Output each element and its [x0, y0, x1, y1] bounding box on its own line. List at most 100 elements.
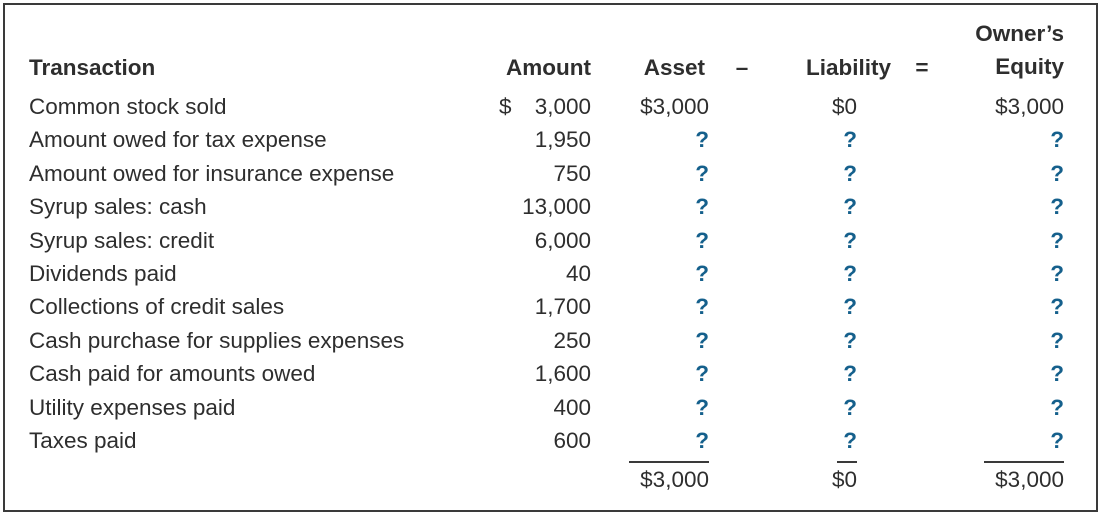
header-owners-equity: Owner’s Equity	[947, 17, 1097, 90]
liability-cell: ?	[767, 391, 897, 424]
amount-cell: 1,700	[469, 290, 597, 323]
table-totals: $3,000 $0 $3,000	[29, 457, 1097, 493]
transaction-label: Syrup sales: credit	[29, 227, 215, 253]
minus-spacer	[717, 90, 767, 123]
cell-value: ?	[1050, 160, 1064, 186]
liability-cell: ?	[767, 357, 897, 390]
asset-cell: ?	[597, 190, 717, 223]
owners-equity-cell: ?	[947, 123, 1097, 156]
table-row: Syrup sales: credit 6,000 ? ? ?	[29, 224, 1097, 257]
cell-value: $3,000	[640, 94, 709, 119]
equals-spacer	[897, 357, 947, 390]
cell-value: ?	[695, 361, 709, 387]
minus-spacer	[717, 224, 767, 257]
cell-value: 3,000	[534, 94, 591, 119]
cell-value: 6,000	[534, 227, 591, 253]
cell-value: ?	[843, 227, 857, 253]
transaction-label: Cash paid for amounts owed	[29, 361, 316, 387]
asset-cell: ?	[597, 424, 717, 457]
table-header: Transaction Amount Asset – Liability = O…	[29, 17, 1097, 90]
table-row: Collections of credit sales 1,700 ? ? ?	[29, 290, 1097, 323]
cell-value: ?	[695, 194, 709, 220]
asset-cell: ?	[597, 257, 717, 290]
total-liability-value: $0	[831, 467, 857, 493]
cell-value: ?	[695, 428, 709, 454]
table-row: Syrup sales: cash 13,000 ? ? ?	[29, 190, 1097, 223]
asset-cell: ?	[597, 157, 717, 190]
totals-amount-empty	[469, 457, 597, 493]
transaction-label: Taxes paid	[29, 428, 137, 454]
cell-value: ?	[843, 160, 857, 186]
cell-value: ?	[695, 294, 709, 320]
dollar-sign: $	[499, 94, 512, 119]
minus-spacer	[717, 123, 767, 156]
table-row: Utility expenses paid 400 ? ? ?	[29, 391, 1097, 424]
total-owners-equity-cell: $3,000	[947, 457, 1097, 493]
header-asset: Asset	[643, 55, 705, 80]
minus-operator: –	[735, 55, 749, 80]
total-owners-equity-value: $3,000	[995, 467, 1064, 493]
transaction-label: Collections of credit sales	[29, 294, 285, 320]
liability-cell: $0	[767, 90, 897, 123]
transaction-label: Amount owed for insurance expense	[29, 160, 395, 186]
amount-cell: 250	[469, 324, 597, 357]
total-asset-value: $3,000	[640, 467, 709, 493]
header-amount: Amount	[506, 55, 591, 80]
owners-equity-cell: ?	[947, 391, 1097, 424]
amount-cell: 1,950	[469, 123, 597, 156]
equals-spacer	[897, 157, 947, 190]
cell-value: $0	[831, 94, 857, 119]
liability-cell: ?	[767, 123, 897, 156]
cell-value: 750	[553, 160, 591, 186]
amount-cell: 6,000	[469, 224, 597, 257]
table-row: Dividends paid 40 ? ? ?	[29, 257, 1097, 290]
minus-spacer	[717, 324, 767, 357]
amount-cell: 13,000	[469, 190, 597, 223]
cell-value: ?	[695, 127, 709, 153]
owners-equity-cell: ?	[947, 224, 1097, 257]
cell-value: ?	[695, 160, 709, 186]
cell-value: 13,000	[522, 194, 591, 220]
table-body: Common stock sold $ 3,000 $3,000 $0 $3,0…	[29, 90, 1097, 457]
cell-value: ?	[1050, 327, 1064, 353]
cell-value: ?	[695, 227, 709, 253]
equals-spacer	[897, 190, 947, 223]
asset-cell: ?	[597, 290, 717, 323]
cell-value: ?	[843, 327, 857, 353]
sum-rule-liability	[837, 461, 857, 464]
asset-cell: ?	[597, 224, 717, 257]
header-row: Transaction Amount Asset – Liability = O…	[29, 17, 1097, 90]
liability-cell: ?	[767, 224, 897, 257]
cell-value: ?	[1050, 428, 1064, 454]
cell-value: 600	[553, 428, 591, 454]
amount-cell: 40	[469, 257, 597, 290]
cell-value: ?	[843, 361, 857, 387]
header-owners-equity-line2: Equity	[995, 54, 1064, 79]
transaction-label: Cash purchase for supplies expenses	[29, 327, 405, 353]
cell-value: $3,000	[995, 94, 1064, 119]
cell-value: 1,950	[534, 127, 591, 153]
sum-rule-asset	[629, 461, 709, 464]
transaction-label: Utility expenses paid	[29, 394, 236, 420]
cell-value: ?	[1050, 394, 1064, 420]
cell-value: ?	[1050, 194, 1064, 220]
amount-cell: 750	[469, 157, 597, 190]
cell-value: 40	[565, 261, 591, 287]
cell-value: 250	[553, 327, 591, 353]
liability-cell: ?	[767, 324, 897, 357]
cell-value: ?	[843, 294, 857, 320]
cell-value: ?	[843, 127, 857, 153]
minus-spacer	[717, 190, 767, 223]
equals-spacer	[897, 257, 947, 290]
minus-spacer	[717, 257, 767, 290]
minus-spacer	[717, 391, 767, 424]
transaction-label: Dividends paid	[29, 261, 177, 287]
amount-cell: $ 3,000	[469, 90, 597, 123]
liability-cell: ?	[767, 157, 897, 190]
header-owners-equity-line1: Owner’s	[975, 21, 1064, 46]
figure-frame: Transaction Amount Asset – Liability = O…	[3, 3, 1098, 512]
cell-value: ?	[1050, 361, 1064, 387]
equals-operator: =	[915, 55, 929, 80]
amount-cell: 600	[469, 424, 597, 457]
minus-spacer	[717, 157, 767, 190]
